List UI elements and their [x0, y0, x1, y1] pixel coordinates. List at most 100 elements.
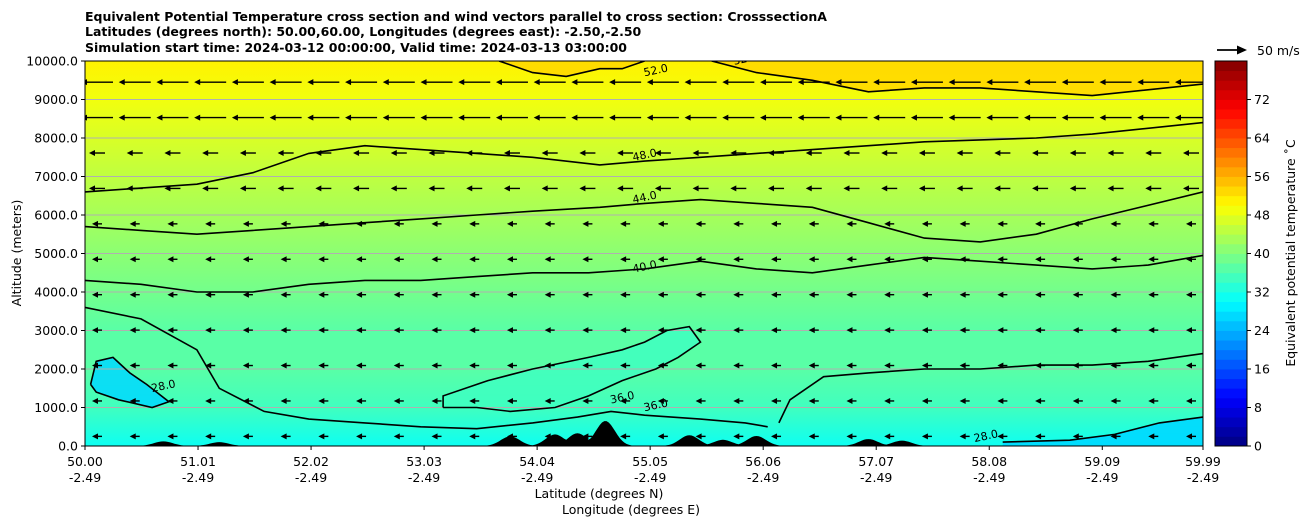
wind-vector-head	[1072, 397, 1079, 404]
wind-vector	[129, 220, 140, 227]
wind-vector	[431, 256, 442, 263]
x-tick-label-latitude: 59.09	[1084, 454, 1120, 469]
wind-vector	[167, 291, 178, 298]
wind-vector-head	[1110, 397, 1117, 404]
wind-vector	[1148, 433, 1159, 440]
wind-vector-head	[167, 397, 174, 404]
colorbar-band	[1215, 128, 1247, 139]
wind-vector-head	[846, 256, 853, 263]
colorbar-band	[1215, 80, 1247, 91]
wind-vector	[835, 114, 868, 121]
contour-label: 28.0	[973, 427, 1000, 445]
wind-vector-head	[92, 397, 98, 404]
wind-vector-head	[242, 220, 249, 227]
wind-vector	[1186, 327, 1196, 334]
wind-vector	[617, 185, 634, 192]
wind-vector-head	[269, 114, 276, 121]
plot-area: 28.028.036.0 36.040.044.048.052.052.0	[84, 60, 1204, 447]
wind-vector-head	[997, 256, 1004, 263]
wind-vector-head	[280, 327, 287, 334]
wind-vector	[657, 220, 668, 227]
wind-vector-head	[544, 291, 551, 298]
wind-vector	[617, 150, 634, 157]
wind-vector	[771, 397, 782, 404]
wind-vector	[921, 256, 932, 263]
wind-vector	[997, 220, 1008, 227]
wind-vector	[646, 79, 679, 86]
wind-vector	[808, 327, 819, 334]
wind-vector	[541, 185, 558, 192]
wind-vector-head	[695, 433, 702, 440]
wind-vector	[318, 397, 329, 404]
wind-vector-head	[582, 327, 589, 334]
wind-vector-head	[345, 114, 352, 121]
y-tick-label: 6000.0	[34, 208, 78, 223]
wind-vector	[582, 291, 593, 298]
wind-vector	[921, 397, 932, 404]
contour-label: 52.0	[642, 62, 669, 80]
wind-vector-head	[205, 220, 212, 227]
wind-vector	[390, 150, 407, 157]
wind-vector	[881, 150, 898, 157]
wind-vector	[390, 185, 407, 192]
wind-vector-head	[469, 362, 476, 369]
wind-vector	[242, 220, 253, 227]
wind-vector-head	[544, 397, 551, 404]
wind-vector	[771, 220, 782, 227]
wind-vector-head	[469, 291, 476, 298]
wind-vector	[118, 114, 151, 121]
wind-vector-head	[835, 114, 842, 121]
wind-vector	[657, 397, 668, 404]
colorbar-band	[1215, 359, 1247, 370]
wind-vector	[533, 114, 566, 121]
colorbar-band	[1215, 157, 1247, 168]
wind-vector-head	[1110, 220, 1117, 227]
wind-vector	[1148, 397, 1159, 404]
wind-vector-head	[722, 79, 729, 86]
wind-vector-head	[1061, 114, 1068, 121]
contour-label: 40.0	[631, 258, 658, 276]
wind-vector-head	[1148, 291, 1155, 298]
wind-vector-head	[695, 256, 702, 263]
wind-vector	[948, 114, 981, 121]
contour-line-52	[711, 61, 1203, 97]
wind-vector	[1072, 362, 1083, 369]
wind-vector-head	[881, 150, 888, 157]
wind-vector	[129, 327, 140, 334]
wind-vector	[164, 185, 181, 192]
wind-vector-head	[495, 79, 502, 86]
wind-vector-head	[469, 220, 476, 227]
wind-vector-head	[771, 397, 778, 404]
wind-vector-head	[390, 185, 397, 192]
wind-vector	[92, 327, 102, 334]
wind-vector	[918, 150, 935, 157]
colorbar-band	[1215, 89, 1247, 100]
wind-vector	[921, 291, 932, 298]
wind-vector	[692, 150, 709, 157]
wind-vector	[318, 256, 329, 263]
wind-vector-head	[997, 220, 1004, 227]
wind-vector	[997, 291, 1008, 298]
wind-vector	[92, 220, 102, 227]
wind-vector-head	[1024, 79, 1031, 86]
wind-vector-head	[805, 150, 812, 157]
wind-vector-head	[393, 433, 400, 440]
wind-vector-head	[733, 362, 740, 369]
wind-vector-head	[959, 433, 966, 440]
wind-vector-head	[469, 327, 476, 334]
wind-vector	[307, 114, 340, 121]
colorbar-band	[1215, 301, 1247, 312]
wind-vector	[318, 220, 329, 227]
wind-vector-head	[959, 256, 966, 263]
wind-vector	[582, 362, 593, 369]
wind-vector	[1035, 433, 1046, 440]
x-tick-label-longitude: -2.49	[860, 470, 892, 485]
colorbar-tick-label: 56	[1254, 169, 1270, 184]
wind-vector	[277, 150, 294, 157]
wind-vector-head	[280, 256, 287, 263]
colorbar-band	[1215, 330, 1247, 341]
wind-vector-head	[959, 327, 966, 334]
wind-vector-head	[1148, 220, 1155, 227]
wind-vector-head	[356, 433, 363, 440]
wind-vector	[760, 79, 793, 86]
